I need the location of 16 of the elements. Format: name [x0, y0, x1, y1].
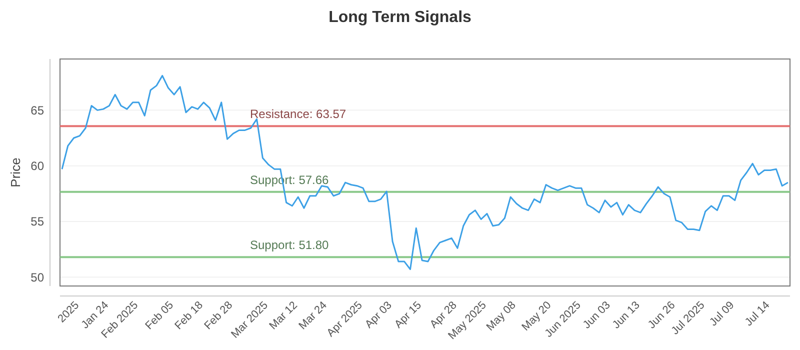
y-tick-label: 65 [30, 103, 44, 118]
ref-line-label: Resistance: 63.57 [250, 107, 346, 122]
x-tick-label: Jun 13 [610, 299, 642, 332]
x-tick-label: Apr 15 [392, 299, 424, 331]
y-axis-title: Price [8, 158, 23, 188]
y-tick-label: 60 [30, 159, 44, 174]
x-tick-label: Jul 14 [742, 299, 772, 329]
x-tick-label: Jun 03 [580, 299, 613, 332]
line-series [61, 74, 789, 270]
y-tick-label: 55 [30, 214, 44, 229]
x-tick-label: Apr 03 [362, 299, 394, 331]
x-tick-label: May 08 [484, 299, 518, 334]
chart-title: Long Term Signals [328, 9, 472, 26]
y-tick-label: 50 [30, 270, 44, 284]
ref-line-label: Support: 51.80 [250, 238, 330, 252]
x-tick-label: Jul 09 [707, 299, 737, 329]
